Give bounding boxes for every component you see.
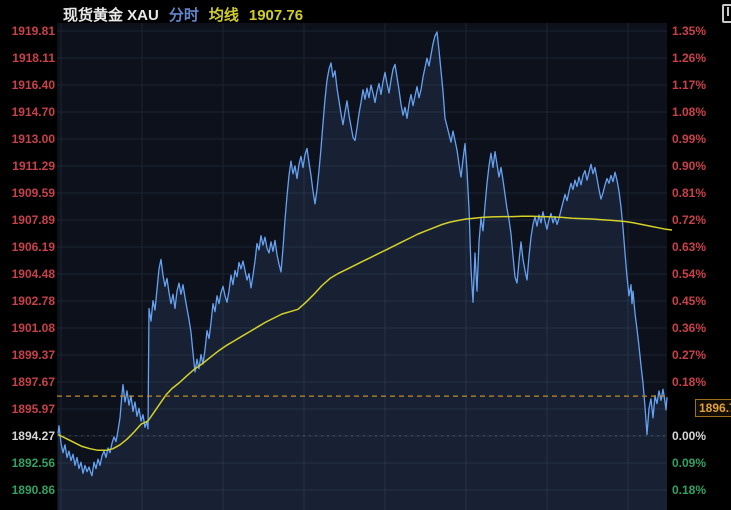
plot-background bbox=[57, 23, 667, 510]
y-axis-right-label: 0.63% bbox=[672, 240, 707, 254]
price-line bbox=[57, 31, 668, 477]
y-axis-left-label: 1895.97 bbox=[11, 402, 55, 416]
y-axis-left-label: 1890.86 bbox=[11, 483, 55, 497]
y-axis-left-label: 1919.81 bbox=[11, 24, 55, 38]
y-axis-right-label: 0.72% bbox=[672, 213, 707, 227]
y-axis-right-label: 0.18% bbox=[672, 483, 707, 497]
y-axis-left-label: 1904.48 bbox=[11, 267, 55, 281]
y-axis-left-label: 1902.78 bbox=[11, 294, 55, 308]
ma-line bbox=[57, 215, 673, 452]
y-axis-left-label: 1892.56 bbox=[11, 456, 55, 470]
y-axis-right-label: 1.08% bbox=[672, 105, 707, 119]
ma-legend-label: 均线 bbox=[208, 7, 239, 24]
y-axis-left-label: 1916.40 bbox=[11, 78, 55, 92]
ma-legend-value: 1907.76 bbox=[248, 7, 304, 24]
y-axis-left-label: 1906.19 bbox=[11, 240, 55, 254]
y-axis-left-label: 1897.67 bbox=[11, 375, 55, 389]
corner-logo-icon[interactable] bbox=[722, 4, 731, 23]
y-axis-right-label: 0.54% bbox=[672, 267, 707, 281]
y-axis-left-label: 1918.11 bbox=[12, 51, 55, 65]
y-axis-left-label: 1899.37 bbox=[11, 348, 55, 362]
instrument-title: 现货黄金 XAU bbox=[63, 7, 159, 24]
price-area-fill bbox=[58, 32, 667, 510]
y-axis-left-label: 1913.00 bbox=[11, 132, 55, 146]
y-axis-right-label: 0.27% bbox=[672, 348, 707, 362]
period-label[interactable]: 分时 bbox=[168, 7, 199, 24]
y-axis-right-label: 1.35% bbox=[672, 24, 707, 38]
y-axis-right-label: 1.26% bbox=[672, 51, 707, 65]
y-axis-right-label: 0.18% bbox=[672, 375, 707, 389]
y-axis-right-label: 0.09% bbox=[672, 456, 707, 470]
y-axis-left-label: 1914.70 bbox=[11, 105, 55, 119]
y-axis-left-label: 1894.27 bbox=[11, 429, 55, 443]
chart-header: 现货黄金 XAU 分时 均线 1907.76 bbox=[63, 4, 303, 25]
y-axis-left-label: 1907.89 bbox=[11, 213, 55, 227]
corner-logo-bar bbox=[727, 7, 729, 16]
y-axis-left-label: 1909.59 bbox=[11, 186, 55, 200]
y-axis-right-label: 0.99% bbox=[672, 132, 707, 146]
y-axis-left-label: 1901.08 bbox=[11, 321, 55, 335]
y-axis-right-label: 0.00% bbox=[672, 429, 707, 443]
y-axis-right-label: 0.81% bbox=[672, 186, 707, 200]
y-axis-right-label: 0.45% bbox=[672, 294, 707, 308]
y-axis-right-label: 0.36% bbox=[672, 321, 707, 335]
y-axis-left-label: 1911.29 bbox=[12, 159, 55, 173]
last-price-badge: 1896.77 bbox=[695, 399, 731, 417]
y-axis-right-label: 0.90% bbox=[672, 159, 707, 173]
y-axis-right-label: 1.17% bbox=[672, 78, 707, 92]
